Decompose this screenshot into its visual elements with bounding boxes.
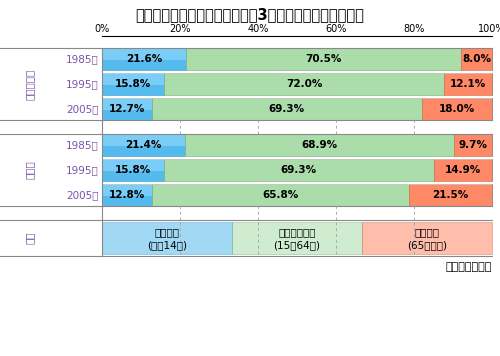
Text: 8.0%: 8.0% [462,54,492,64]
Bar [102,73,164,85]
Text: 69.3%: 69.3% [280,165,317,175]
Bar [102,184,152,196]
Text: 69.3%: 69.3% [268,104,304,114]
Text: 20%: 20% [169,24,191,34]
Text: 年少人口: 年少人口 [154,227,180,237]
Text: 21.4%: 21.4% [126,140,162,150]
Bar [434,159,492,181]
Text: 80%: 80% [404,24,424,34]
Text: 18.0%: 18.0% [439,104,475,114]
Bar [186,134,454,156]
Text: 60%: 60% [326,24,346,34]
Text: (15～64歳): (15～64歳) [274,240,320,250]
Bar [444,73,492,95]
Text: 1995年: 1995年 [66,165,99,175]
Bar [102,159,164,181]
Bar [102,159,164,171]
Text: 40%: 40% [248,24,268,34]
Text: (65歳以上): (65歳以上) [407,240,447,250]
Text: 15.8%: 15.8% [114,165,151,175]
Bar [164,73,444,95]
Text: 道央都市圈: 道央都市圈 [25,68,35,100]
Text: 70.5%: 70.5% [306,54,342,64]
Text: 『北海道・都市圈における年齰3階層別人口割合の推移』: 『北海道・都市圈における年齰3階層別人口割合の推移』 [136,7,364,22]
Bar [186,48,461,70]
Text: 9.7%: 9.7% [458,140,488,150]
Text: 100%: 100% [478,24,500,34]
Bar [102,98,152,110]
Bar [232,222,362,254]
Text: 老年人口: 老年人口 [414,227,440,237]
Text: 12.1%: 12.1% [450,79,486,89]
Bar [461,48,492,70]
Text: 65.8%: 65.8% [262,190,298,200]
Text: 1985年: 1985年 [66,140,99,150]
Text: 14.9%: 14.9% [445,165,481,175]
Bar [102,222,232,254]
Text: 15.8%: 15.8% [114,79,151,89]
Bar [102,134,186,146]
Text: 72.0%: 72.0% [286,79,322,89]
Text: 1985年: 1985年 [66,54,99,64]
Text: 2005年: 2005年 [66,190,99,200]
Text: 北海道: 北海道 [25,161,35,179]
Bar [102,48,186,70]
Text: 21.6%: 21.6% [126,54,162,64]
Text: 12.8%: 12.8% [109,190,145,200]
Text: 凡例: 凡例 [25,232,35,244]
Bar [362,222,492,254]
Bar [408,184,492,206]
Text: 21.5%: 21.5% [432,190,468,200]
Text: (０～14歳): (０～14歳) [147,240,187,250]
Text: 12.7%: 12.7% [108,104,145,114]
Text: 1995年: 1995年 [66,79,99,89]
Bar [102,73,164,95]
Bar [102,134,186,156]
Text: 0%: 0% [94,24,110,34]
Text: 2005年: 2005年 [66,104,99,114]
Bar [164,159,434,181]
Text: 出典：国勢調査: 出典：国勢調査 [446,262,492,272]
Bar [422,98,492,120]
Text: 68.9%: 68.9% [302,140,338,150]
Text: 生産年齰人口: 生産年齰人口 [278,227,316,237]
Bar [152,184,408,206]
Bar [102,48,186,60]
Bar [102,184,152,206]
Bar [454,134,492,156]
Bar [152,98,422,120]
Bar [102,98,152,120]
